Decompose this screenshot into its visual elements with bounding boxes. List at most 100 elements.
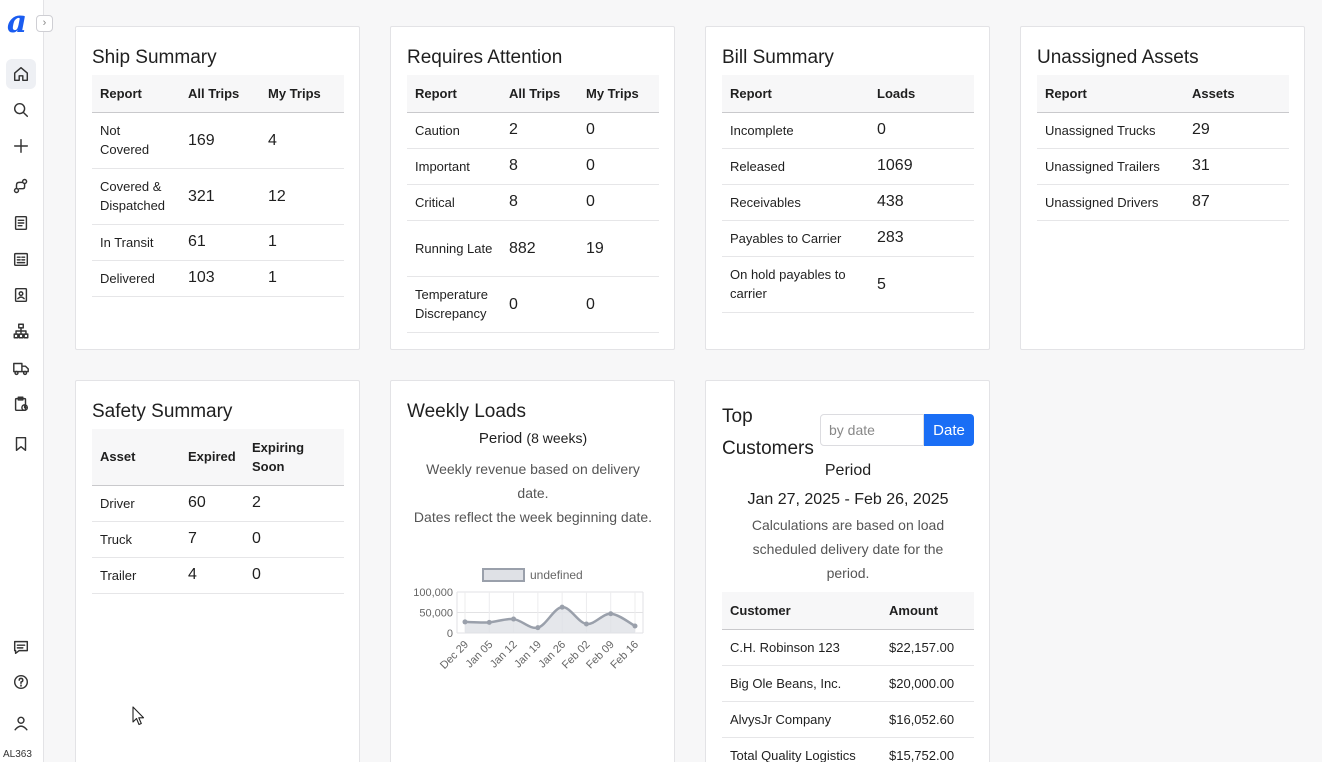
assets-count[interactable]: 87 [1184, 184, 1289, 221]
nav-profile[interactable] [6, 708, 36, 738]
all-trips-count[interactable]: 321 [180, 168, 260, 225]
my-trips-count[interactable]: 0 [578, 148, 659, 185]
table-row[interactable]: Critical 8 0 [407, 184, 659, 221]
table-row[interactable]: On hold payables to carrier 5 [722, 256, 974, 313]
table-row[interactable]: AlvysJr Company $16,052.60 [722, 701, 974, 738]
loads-count[interactable]: 283 [869, 220, 974, 257]
table-row[interactable]: Payables to Carrier 283 [722, 220, 974, 257]
y-tick-label: 0 [447, 628, 453, 640]
customer-amount: $20,000.00 [881, 665, 974, 702]
nav-routes[interactable] [6, 171, 36, 201]
nav-documents[interactable] [6, 208, 36, 238]
period-label: Period [478, 430, 523, 447]
nav-hierarchy[interactable] [6, 316, 36, 346]
app-logo[interactable]: a [7, 4, 28, 40]
table-row[interactable]: Unassigned Trailers 31 [1037, 148, 1289, 185]
table-row[interactable]: Running Late 882 19 [407, 220, 659, 277]
loads-count[interactable]: 0 [869, 112, 974, 149]
home-icon [13, 66, 29, 82]
nav-add[interactable] [6, 131, 36, 161]
x-tick-label: Dec 29 [438, 639, 471, 672]
assets-count[interactable]: 29 [1184, 112, 1289, 149]
table-row[interactable]: Delivered 103 1 [92, 260, 344, 297]
expiring-soon-count[interactable]: 0 [244, 557, 344, 594]
table-row[interactable]: Temperature Discrepancy 0 0 [407, 276, 659, 333]
table-row[interactable]: Important 8 0 [407, 148, 659, 185]
assets-count[interactable]: 31 [1184, 148, 1289, 185]
loads-count[interactable]: 1069 [869, 148, 974, 185]
nav-fleet[interactable] [6, 353, 36, 383]
my-trips-count[interactable]: 19 [578, 220, 659, 277]
expiring-soon-count[interactable]: 2 [244, 485, 344, 522]
my-trips-count[interactable]: 0 [578, 184, 659, 221]
period-label: Period [824, 462, 872, 479]
column-header: Expired [180, 429, 244, 486]
report-name: Payables to Carrier [722, 220, 869, 257]
my-trips-count[interactable]: 12 [260, 168, 344, 225]
all-trips-count[interactable]: 882 [501, 220, 578, 277]
table-row[interactable]: Big Ole Beans, Inc. $20,000.00 [722, 665, 974, 702]
title-line: Customers [722, 438, 814, 459]
table-row[interactable]: C.H. Robinson 123 $22,157.00 [722, 629, 974, 666]
customer-amount: $22,157.00 [881, 629, 974, 666]
nav-messages[interactable] [6, 632, 36, 662]
table-header-row: Asset Expired Expiring Soon [92, 429, 344, 486]
expired-count[interactable]: 4 [180, 557, 244, 594]
customer-amount: $15,752.00 [881, 737, 974, 762]
table-row[interactable]: Covered & Dispatched 321 12 [92, 168, 344, 225]
all-trips-count[interactable]: 103 [180, 260, 260, 297]
my-trips-count[interactable]: 0 [578, 112, 659, 149]
table-row[interactable]: Caution 2 0 [407, 112, 659, 149]
column-header: Amount [881, 592, 974, 630]
table-row[interactable]: Trailer 4 0 [92, 557, 344, 594]
expired-count[interactable]: 7 [180, 521, 244, 558]
table-row[interactable]: Receivables 438 [722, 184, 974, 221]
expired-count[interactable]: 60 [180, 485, 244, 522]
table-row[interactable]: Truck 7 0 [92, 521, 344, 558]
table-row[interactable]: In Transit 61 1 [92, 224, 344, 261]
nav-safety[interactable] [6, 389, 36, 419]
loads-count[interactable]: 5 [869, 256, 974, 313]
date-button[interactable]: Date [924, 414, 974, 446]
nav-help[interactable] [6, 667, 36, 697]
all-trips-count[interactable]: 0 [501, 276, 578, 333]
all-trips-count[interactable]: 8 [501, 148, 578, 185]
all-trips-count[interactable]: 61 [180, 224, 260, 261]
report-name: Temperature Discrepancy [407, 276, 501, 333]
table-row[interactable]: Released 1069 [722, 148, 974, 185]
table-row[interactable]: Unassigned Trucks 29 [1037, 112, 1289, 149]
column-header: Assets [1184, 75, 1289, 113]
table-row[interactable]: Driver 60 2 [92, 485, 344, 522]
my-trips-count[interactable]: 4 [260, 112, 344, 169]
expiring-soon-count[interactable]: 0 [244, 521, 344, 558]
nav-billing[interactable] [6, 244, 36, 274]
my-trips-count[interactable]: 1 [260, 224, 344, 261]
data-point [608, 611, 614, 617]
data-point [559, 604, 565, 610]
my-trips-count[interactable]: 0 [578, 276, 659, 333]
user-icon [14, 716, 28, 731]
table-header-row: Report Assets [1037, 75, 1289, 113]
bookmark-icon [15, 436, 27, 452]
all-trips-count[interactable]: 169 [180, 112, 260, 169]
table-row[interactable]: Not Covered 169 4 [92, 112, 344, 169]
y-tick-label: 100,000 [413, 587, 453, 599]
nav-contacts[interactable] [6, 280, 36, 310]
legend-swatch [482, 568, 525, 582]
card-title: Unassigned Assets [1037, 47, 1199, 68]
date-filter-input[interactable] [820, 414, 924, 446]
loads-count[interactable]: 438 [869, 184, 974, 221]
all-trips-count[interactable]: 8 [501, 184, 578, 221]
report-name: Unassigned Drivers [1037, 184, 1184, 221]
nav-home[interactable] [6, 59, 36, 89]
sidebar-collapse-button[interactable]: › [36, 15, 53, 32]
area-fill [465, 607, 635, 633]
all-trips-count[interactable]: 2 [501, 112, 578, 149]
nav-bookmarks[interactable] [6, 429, 36, 459]
nav-search[interactable] [6, 95, 36, 125]
table-header-row: Report All Trips My Trips [92, 75, 344, 113]
my-trips-count[interactable]: 1 [260, 260, 344, 297]
table-row[interactable]: Unassigned Drivers 87 [1037, 184, 1289, 221]
table-row[interactable]: Total Quality Logistics $15,752.00 [722, 737, 974, 762]
table-row[interactable]: Incomplete 0 [722, 112, 974, 149]
